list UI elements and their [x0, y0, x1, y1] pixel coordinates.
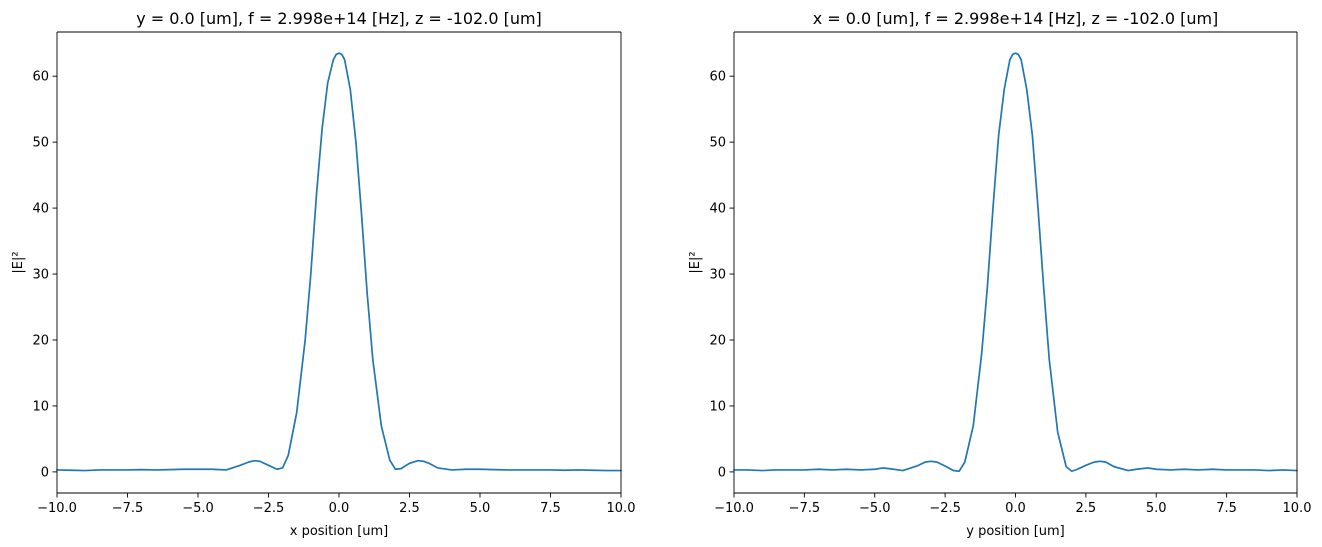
y-tick-label: 50: [709, 136, 726, 151]
series-line-1: [56, 52, 622, 472]
y-tick-label: 50: [32, 136, 49, 151]
x-tick-label: −10.0: [714, 501, 754, 516]
y-tick-label: 60: [32, 70, 49, 85]
plot-area: [57, 32, 621, 493]
chart-panel-1: −10.0 −7.5 −5.0 −2.5 0.0 2.5 5.0 7.5 10.0 0 10 20 30…: [11, 9, 635, 539]
y-tick-label: 60: [709, 70, 726, 85]
x-tick-label: −2.5: [929, 501, 961, 516]
y-tick-label: 20: [709, 333, 726, 348]
x-axis-label: x position [um]: [290, 524, 389, 539]
x-axis-label: y position [um]: [966, 524, 1065, 539]
y-tick-label: 10: [709, 399, 726, 414]
x-tick-label: −5.0: [859, 501, 891, 516]
x-tick-label: 5.0: [470, 501, 491, 516]
x-tick-label: −7.5: [112, 501, 144, 516]
y-tick-label: 0: [718, 465, 726, 480]
x-tick-label: −2.5: [253, 501, 285, 516]
y-tick-label: 40: [32, 202, 49, 217]
series-line-1: [733, 52, 1298, 473]
y-tick-label: 30: [709, 268, 726, 283]
chart-panel-2: −10.0 −7.5 −5.0 −2.5 0.0 2.5 5.0 7.5 10.0 0 10 20 30…: [688, 9, 1311, 539]
chart-title: x = 0.0 [um], f = 2.998e+14 [Hz], z = -1…: [813, 9, 1219, 28]
y-tick-label: 10: [32, 399, 49, 414]
y-tick-label: 0: [41, 465, 49, 480]
x-tick-label: 2.5: [1076, 501, 1097, 516]
x-tick-label: −10.0: [37, 501, 77, 516]
y-tick-label: 40: [709, 202, 726, 217]
x-tick-label: 0.0: [329, 501, 350, 516]
x-tick-label: 7.5: [540, 501, 561, 516]
x-tick-label: 2.5: [399, 501, 420, 516]
x-tick-label: 10.0: [607, 501, 636, 516]
chart-title: y = 0.0 [um], f = 2.998e+14 [Hz], z = -1…: [136, 9, 542, 28]
x-tick-label: 10.0: [1283, 501, 1312, 516]
y-tick-label: 30: [32, 268, 49, 283]
x-tick-label: 0.0: [1005, 501, 1026, 516]
x-tick-label: −5.0: [182, 501, 214, 516]
y-tick-label: 20: [32, 333, 49, 348]
x-tick-label: 7.5: [1216, 501, 1237, 516]
plot-area: [734, 32, 1297, 493]
y-axis-label: |E|²: [688, 251, 703, 273]
x-tick-label: −7.5: [789, 501, 821, 516]
x-tick-label: 5.0: [1146, 501, 1167, 516]
y-axis-label: |E|²: [11, 251, 26, 273]
